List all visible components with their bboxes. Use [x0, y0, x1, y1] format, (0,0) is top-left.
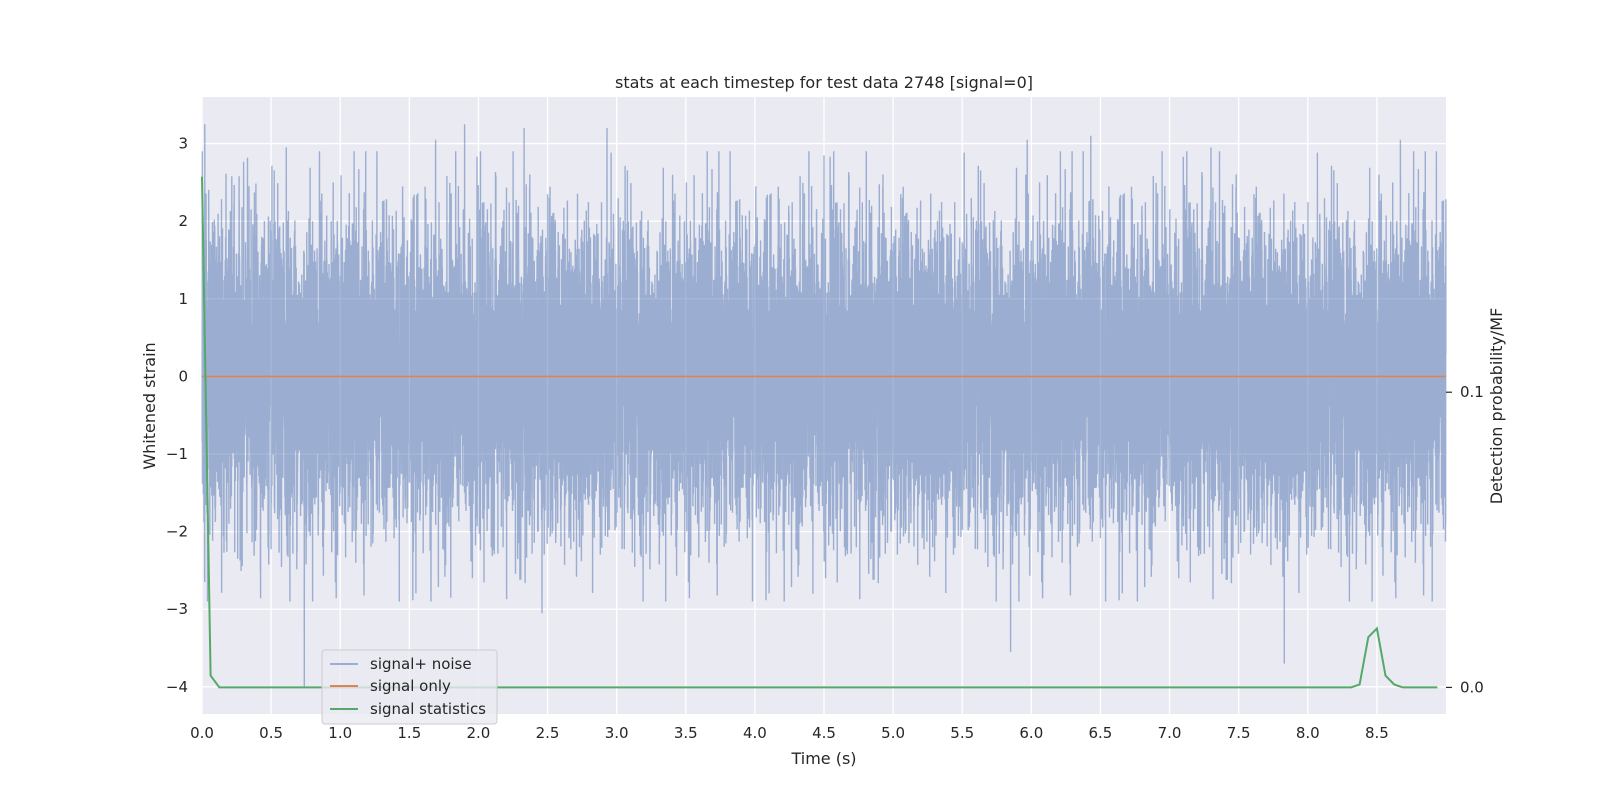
- x-tick-label: 4.0: [743, 724, 767, 742]
- x-tick-label: 2.5: [536, 724, 560, 742]
- x-tick-label: 1.0: [328, 724, 352, 742]
- y2-axis-title: Detection probability/MF: [1487, 308, 1506, 505]
- legend-label-signal-noise: signal+ noise: [370, 655, 472, 673]
- x-tick-label: 2.0: [467, 724, 491, 742]
- legend-label-signal-only: signal only: [370, 677, 451, 695]
- y-tick-label: −1: [166, 445, 188, 463]
- y-axis: 3 2 1 0 −1 −2 −3 −4: [166, 135, 188, 696]
- x-tick-label: 0.5: [259, 724, 283, 742]
- x-tick-label: 6.5: [1089, 724, 1113, 742]
- y-tick-label: 3: [178, 135, 188, 153]
- x-tick-label: 8.0: [1296, 724, 1320, 742]
- x-tick-label: 5.5: [950, 724, 974, 742]
- x-tick-label: 0.0: [190, 724, 214, 742]
- x-tick-label: 3.5: [674, 724, 698, 742]
- x-tick-label: 4.5: [812, 724, 836, 742]
- y-tick-label: −2: [166, 523, 188, 541]
- x-axis-title: Time (s): [790, 749, 856, 768]
- legend: signal+ noise signal only signal statist…: [321, 649, 498, 725]
- x-axis: 0.0 0.5 1.0 1.5 2.0 2.5 3.0 3.5 4.0 4.5 5.0 5.5 6.0 6…: [190, 724, 1389, 742]
- y-tick-label: −4: [166, 678, 188, 696]
- y2-tick-label: 0.1: [1460, 383, 1484, 401]
- x-tick-label: 5.0: [881, 724, 905, 742]
- y-tick-label: 0: [178, 367, 188, 385]
- series-line-signal-noise: [201, 124, 1447, 687]
- x-tick-label: 8.5: [1365, 724, 1389, 742]
- x-tick-label: 7.5: [1227, 724, 1251, 742]
- y-axis-title: Whitened strain: [140, 342, 159, 469]
- y-tick-label: 2: [178, 212, 188, 230]
- y2-tick-label: 0.0: [1460, 678, 1484, 696]
- x-tick-label: 1.5: [397, 724, 421, 742]
- x-tick-label: 3.0: [605, 724, 629, 742]
- y-tick-label: −3: [166, 600, 188, 618]
- y2-axis: 0.1 0.0: [1446, 383, 1484, 696]
- legend-label-signal-statistics: signal statistics: [370, 700, 486, 718]
- x-tick-label: 6.0: [1019, 724, 1043, 742]
- x-tick-label: 7.0: [1158, 724, 1182, 742]
- series-line-signal-statistics: [201, 176, 1438, 689]
- legend-box: [321, 649, 498, 725]
- series-layer: [201, 124, 1447, 689]
- chart-title: stats at each timestep for test data 274…: [615, 73, 1033, 92]
- y-tick-label: 1: [178, 290, 188, 308]
